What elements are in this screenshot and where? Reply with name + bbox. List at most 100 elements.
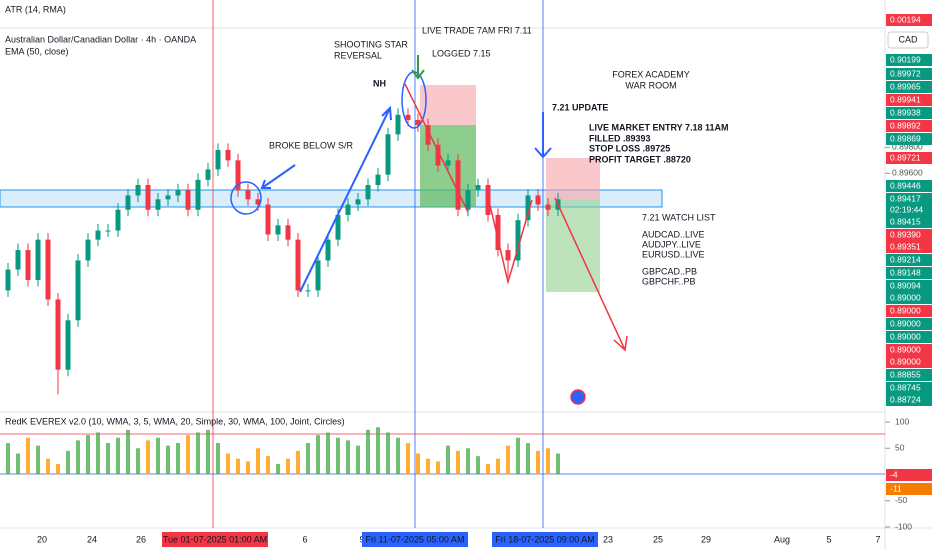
price-label-box [886, 469, 932, 481]
candle-body [335, 214, 341, 240]
trend-line [404, 83, 469, 213]
oscillator-bar [366, 429, 370, 475]
price-label: 0.89417 [890, 193, 921, 203]
arrow-head [411, 69, 425, 80]
oscillator-bar [386, 432, 390, 475]
oscillator-bar [496, 458, 500, 475]
candle-body [545, 204, 551, 210]
candle-body [465, 190, 471, 210]
time-label: 7 [875, 534, 880, 544]
candle-body [285, 225, 291, 240]
candle-body [105, 230, 111, 232]
time-label: 25 [653, 534, 663, 544]
candle-body [455, 160, 461, 210]
candle-body [115, 209, 121, 231]
time-label: 5 [826, 534, 831, 544]
atr-title: ATR (14, RMA) [5, 4, 66, 14]
oscillator-bar [116, 437, 120, 475]
oscillator-bar [396, 437, 400, 475]
oscillator-bar [466, 448, 470, 475]
oscillator-bar [146, 440, 150, 475]
oscillator-bar [526, 443, 530, 475]
oscillator-bar [66, 450, 70, 475]
time-label: 23 [603, 534, 613, 544]
candle-body [95, 230, 101, 240]
chart-title: Australian Dollar/Canadian Dollar · 4h ·… [5, 34, 196, 44]
price-label-box [886, 318, 932, 330]
candle-body [415, 120, 421, 126]
candle-body [165, 195, 171, 200]
price-label: 0.89972 [890, 68, 921, 78]
candle-body [355, 199, 361, 205]
annotation: GBPCHF..PB [642, 276, 696, 286]
annotation: AUDJPY..LIVE [642, 239, 701, 249]
circle-drawing [230, 181, 262, 215]
oscillator-bar [226, 453, 230, 475]
oscillator-bar [316, 435, 320, 475]
candle-body [265, 204, 271, 235]
candle-body [505, 250, 511, 261]
candle-body [215, 149, 221, 170]
price-label: 0.88724 [890, 394, 921, 404]
price-label: 0.89892 [890, 120, 921, 130]
oscillator-bar [446, 445, 450, 475]
candle-body [485, 185, 491, 215]
annotation: FOREX ACADEMY [612, 69, 690, 79]
candle-body [365, 185, 371, 200]
candle-body [345, 204, 351, 215]
price-label-box [886, 382, 932, 394]
annotation: FILLED .89393 [589, 133, 651, 143]
price-label-box [886, 267, 932, 279]
arrow-head [381, 105, 392, 121]
annotation: WAR ROOM [625, 80, 676, 90]
oscillator-bar [456, 450, 460, 475]
candle-body [65, 320, 71, 370]
oscillator-bar [106, 443, 110, 475]
time-label: 29 [701, 534, 711, 544]
oscillator-bar [406, 443, 410, 475]
candle-body [425, 125, 431, 145]
price-label-box [886, 241, 932, 253]
annotation: GBPCAD..PB [642, 266, 697, 276]
icon[interactable] [570, 389, 586, 405]
time-label: Fri 18-07-2025 09:00 AM [495, 534, 595, 544]
oscillator-bar [156, 437, 160, 475]
y-tick-label: 50 [895, 443, 905, 453]
price-label: 0.88745 [890, 382, 921, 392]
candle-body [145, 185, 151, 210]
candle-body [475, 185, 481, 191]
price-label: 0.89415 [890, 216, 921, 226]
oscillator-bar [26, 437, 30, 475]
oscillator-bar [336, 437, 340, 475]
currency-box[interactable] [887, 31, 929, 49]
annotation: LIVE TRADE 7AM FRI 7.11 [422, 25, 532, 35]
currency[interactable]: CAD [898, 34, 918, 44]
annotation: EURUSD..LIVE [642, 249, 705, 259]
time-label: Aug [774, 534, 790, 544]
candle-body [45, 239, 51, 300]
oscillator-bar [536, 450, 540, 475]
price-label: 0.89941 [890, 94, 921, 104]
annotation: LOGGED 7.15 [432, 48, 491, 58]
price-label-box [886, 394, 932, 406]
trend-line [554, 197, 626, 351]
oscillator-bar [306, 443, 310, 475]
arrow [299, 107, 391, 293]
price-label: 0.88855 [890, 369, 921, 379]
annotation: NH [373, 78, 386, 88]
oscillator-bar [266, 456, 270, 475]
price-label: -4 [890, 469, 898, 479]
oscillator-bar [196, 432, 200, 475]
candle-body [195, 179, 201, 210]
candle-body [155, 199, 161, 210]
price-label-box [886, 229, 932, 241]
price-label: 0.89000 [890, 356, 921, 366]
oscillator-bar [126, 429, 130, 475]
candle-body [375, 174, 381, 186]
candle-body [125, 195, 131, 210]
price-label-box [886, 193, 932, 205]
support-resistance-zone [0, 189, 663, 208]
annotation: 7.21 UPDATE [552, 102, 608, 112]
price-label-box [886, 120, 932, 132]
price-label-box [886, 180, 932, 192]
